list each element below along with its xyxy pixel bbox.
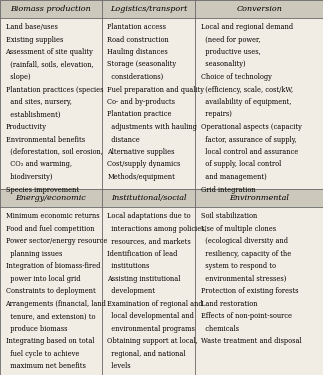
Text: planning issues: planning issues bbox=[5, 250, 62, 258]
Text: Environmental: Environmental bbox=[229, 194, 289, 202]
Text: Local adaptations due to: Local adaptations due to bbox=[107, 212, 191, 220]
Text: Institutional/social: Institutional/social bbox=[111, 194, 186, 202]
Text: Biomass production: Biomass production bbox=[10, 5, 91, 13]
Text: Arrangements (financial, land: Arrangements (financial, land bbox=[5, 300, 106, 308]
Text: availability of equipment,: availability of equipment, bbox=[201, 98, 291, 106]
Bar bbox=[102, 0, 195, 18]
Text: Methods/equipment: Methods/equipment bbox=[107, 173, 175, 181]
Text: Existing supplies: Existing supplies bbox=[5, 36, 63, 44]
Text: Examination of regional and: Examination of regional and bbox=[107, 300, 203, 308]
Text: local developmental and: local developmental and bbox=[107, 312, 194, 320]
Text: resiliency, capacity of the: resiliency, capacity of the bbox=[201, 250, 291, 258]
Text: Assisting institutional: Assisting institutional bbox=[107, 275, 181, 283]
Text: Waste treatment and disposal: Waste treatment and disposal bbox=[201, 338, 302, 345]
Text: Energy/economic: Energy/economic bbox=[16, 194, 86, 202]
Text: Logistics/transport: Logistics/transport bbox=[110, 5, 187, 13]
Text: Fuel preparation and quality: Fuel preparation and quality bbox=[107, 86, 204, 93]
Text: Species improvement: Species improvement bbox=[5, 186, 78, 194]
Text: Conversion: Conversion bbox=[236, 5, 282, 13]
Text: produce biomass: produce biomass bbox=[5, 325, 67, 333]
Text: Land base/uses: Land base/uses bbox=[5, 23, 57, 31]
Text: Road construction: Road construction bbox=[107, 36, 169, 44]
Text: Food and fuel competition: Food and fuel competition bbox=[5, 225, 94, 233]
Text: slope): slope) bbox=[5, 73, 30, 81]
Text: environmental stresses): environmental stresses) bbox=[201, 275, 286, 283]
Text: Integration of biomass-fired: Integration of biomass-fired bbox=[5, 262, 100, 270]
Text: CO₂ and warming,: CO₂ and warming, bbox=[5, 160, 71, 168]
Text: (ecological diversity and: (ecological diversity and bbox=[201, 237, 288, 245]
Text: establishment): establishment) bbox=[5, 111, 60, 118]
Text: biodiversity): biodiversity) bbox=[5, 173, 52, 181]
Text: Environmental benefits: Environmental benefits bbox=[5, 135, 85, 144]
Text: Power sector/energy resource: Power sector/energy resource bbox=[5, 237, 107, 245]
Bar bbox=[0, 189, 102, 207]
Text: Plantation practices (species: Plantation practices (species bbox=[5, 86, 103, 93]
Text: power into local grid: power into local grid bbox=[5, 275, 80, 283]
Text: local control and assurance: local control and assurance bbox=[201, 148, 298, 156]
Text: maximum net benefits: maximum net benefits bbox=[5, 362, 85, 370]
Text: Identification of lead: Identification of lead bbox=[107, 250, 178, 258]
Text: Protection of existing forests: Protection of existing forests bbox=[201, 287, 298, 296]
Text: Obtaining support at local,: Obtaining support at local, bbox=[107, 338, 198, 345]
Text: Minimum economic returns: Minimum economic returns bbox=[5, 212, 99, 220]
Text: productive uses,: productive uses, bbox=[201, 48, 261, 56]
Text: Land restoration: Land restoration bbox=[201, 300, 257, 308]
Text: Alternative supplies: Alternative supplies bbox=[107, 148, 175, 156]
Text: repairs): repairs) bbox=[201, 111, 232, 118]
Text: regional, and national: regional, and national bbox=[107, 350, 186, 358]
Text: factor, assurance of supply,: factor, assurance of supply, bbox=[201, 135, 297, 144]
Text: fuel cycle to achieve: fuel cycle to achieve bbox=[5, 350, 79, 358]
Text: distance: distance bbox=[107, 135, 140, 144]
Text: Grid integration: Grid integration bbox=[201, 186, 255, 194]
Text: Effects of non-point-source: Effects of non-point-source bbox=[201, 312, 292, 320]
Text: Storage (seasonality: Storage (seasonality bbox=[107, 60, 176, 69]
Text: system to respond to: system to respond to bbox=[201, 262, 276, 270]
Text: Local and regional demand: Local and regional demand bbox=[201, 23, 293, 31]
Text: and management): and management) bbox=[201, 173, 267, 181]
Text: institutions: institutions bbox=[107, 262, 150, 270]
Bar bbox=[102, 189, 195, 207]
Text: (rainfall, soils, elevation,: (rainfall, soils, elevation, bbox=[5, 60, 93, 69]
Bar bbox=[195, 189, 323, 207]
Text: environmental programs: environmental programs bbox=[107, 325, 195, 333]
Text: (need for power,: (need for power, bbox=[201, 36, 260, 44]
Text: Co- and by-products: Co- and by-products bbox=[107, 98, 175, 106]
Text: levels: levels bbox=[107, 362, 131, 370]
Text: resources, and markets: resources, and markets bbox=[107, 237, 191, 245]
Text: Soil stabilization: Soil stabilization bbox=[201, 212, 257, 220]
Text: Choice of technology: Choice of technology bbox=[201, 73, 272, 81]
Text: Use of multiple clones: Use of multiple clones bbox=[201, 225, 276, 233]
Text: Integrating based on total: Integrating based on total bbox=[5, 338, 94, 345]
Text: (deforestation, soil erosion,: (deforestation, soil erosion, bbox=[5, 148, 102, 156]
Text: interactions among policies,: interactions among policies, bbox=[107, 225, 207, 233]
Text: adjustments with hauling: adjustments with hauling bbox=[107, 123, 197, 131]
Text: seasonality): seasonality) bbox=[201, 60, 245, 69]
Text: Hauling distances: Hauling distances bbox=[107, 48, 168, 56]
Text: Plantation access: Plantation access bbox=[107, 23, 166, 31]
Text: tenure, and extension) to: tenure, and extension) to bbox=[5, 312, 95, 320]
Bar bbox=[195, 0, 323, 18]
Text: Operational aspects (capacity: Operational aspects (capacity bbox=[201, 123, 302, 131]
Text: and sites, nursery,: and sites, nursery, bbox=[5, 98, 71, 106]
Bar bbox=[0, 0, 102, 18]
Text: (efficiency, scale, cost/kW,: (efficiency, scale, cost/kW, bbox=[201, 86, 293, 93]
Text: Productivity: Productivity bbox=[5, 123, 47, 131]
Text: Constraints to deployment: Constraints to deployment bbox=[5, 287, 95, 296]
Text: development: development bbox=[107, 287, 155, 296]
Text: considerations): considerations) bbox=[107, 73, 163, 81]
Text: chemicals: chemicals bbox=[201, 325, 239, 333]
Text: of supply, local control: of supply, local control bbox=[201, 160, 281, 168]
Text: Assessment of site quality: Assessment of site quality bbox=[5, 48, 93, 56]
Text: Cost/supply dynamics: Cost/supply dynamics bbox=[107, 160, 181, 168]
Text: Plantation practice: Plantation practice bbox=[107, 111, 172, 118]
